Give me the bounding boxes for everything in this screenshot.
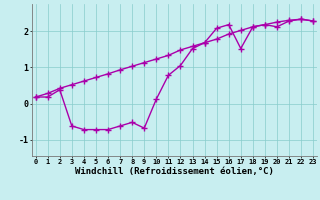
X-axis label: Windchill (Refroidissement éolien,°C): Windchill (Refroidissement éolien,°C)	[75, 167, 274, 176]
